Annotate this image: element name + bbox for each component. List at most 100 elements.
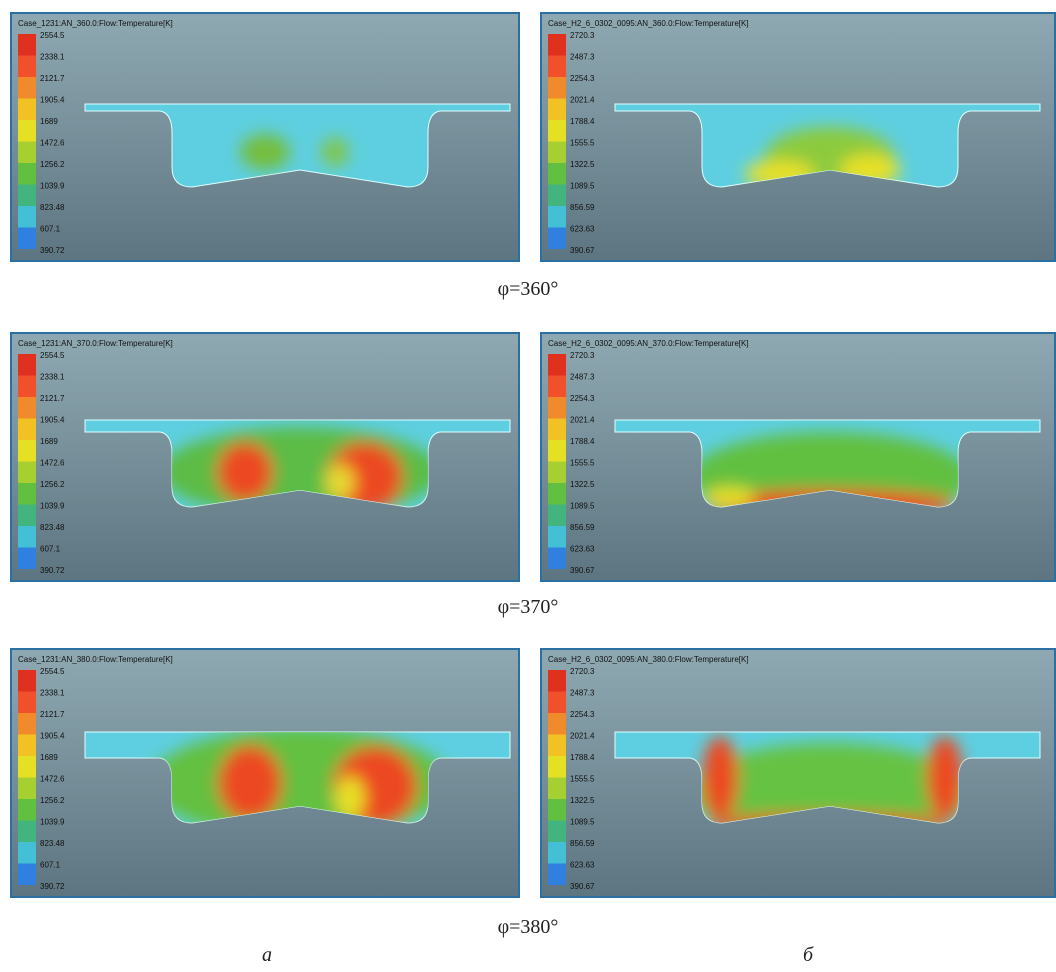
color-bar-segment — [548, 206, 566, 228]
hot-spot — [217, 442, 273, 502]
legend-label: 2554.5 — [40, 351, 65, 360]
hot-spot — [702, 736, 738, 820]
color-bar-segment — [18, 548, 36, 570]
column-label: б — [803, 944, 813, 967]
legend-label: 1322.5 — [570, 796, 595, 805]
color-bar-segment — [18, 778, 36, 800]
row-caption: φ=380° — [0, 916, 1056, 939]
legend-label: 1039.9 — [40, 818, 65, 827]
legend-label: 1089.5 — [570, 502, 595, 511]
hot-spot — [325, 464, 355, 500]
legend-label: 2487.3 — [570, 373, 595, 382]
legend-label: 1689 — [40, 117, 58, 126]
color-bar-segment — [548, 713, 566, 735]
color-bar-segment — [548, 670, 566, 692]
legend-label: 2554.5 — [40, 31, 65, 40]
legend-label: 2720.3 — [570, 667, 595, 676]
color-bar-segment — [548, 440, 566, 462]
hot-spot — [218, 745, 282, 821]
color-bar-segment — [18, 526, 36, 548]
color-bar-segment — [548, 692, 566, 714]
hot-spot — [240, 134, 290, 170]
color-bar-segment — [548, 419, 566, 441]
color-bar-segment — [548, 483, 566, 505]
color-bar-segment — [18, 376, 36, 398]
legend-label: 1472.6 — [40, 775, 65, 784]
legend-label: 2121.7 — [40, 710, 65, 719]
legend-label: 1089.5 — [570, 182, 595, 191]
legend-label: 1089.5 — [570, 818, 595, 827]
panel-title: Case_1231:AN_370.0:Flow:Temperature[K] — [18, 339, 173, 348]
color-bar-segment — [548, 228, 566, 250]
simulation-panel: Case_1231:AN_380.0:Flow:Temperature[K]25… — [10, 648, 520, 898]
color-bar-segment — [18, 440, 36, 462]
panel-title: Case_H2_6_0302_0095:AN_360.0:Flow:Temper… — [548, 19, 749, 28]
legend-label: 390.67 — [570, 246, 595, 255]
color-bar-segment — [18, 842, 36, 864]
legend-label: 623.63 — [570, 545, 595, 554]
legend-label: 856.59 — [570, 523, 595, 532]
legend-label: 2021.4 — [570, 416, 595, 425]
color-bar-segment — [18, 77, 36, 99]
color-bar-segment — [18, 56, 36, 78]
figure: Case_1231:AN_360.0:Flow:Temperature[K]25… — [0, 0, 1056, 972]
color-bar-segment — [18, 821, 36, 843]
legend-label: 1689 — [40, 437, 58, 446]
legend-label: 1555.5 — [570, 775, 595, 784]
legend-label: 1905.4 — [40, 96, 65, 105]
legend-label: 1689 — [40, 753, 58, 762]
legend-label: 823.48 — [40, 203, 65, 212]
hot-spot — [321, 137, 349, 167]
legend-label: 390.72 — [40, 566, 65, 575]
row-caption: φ=370° — [0, 596, 1056, 619]
legend-label: 1555.5 — [570, 139, 595, 148]
simulation-panel: Case_H2_6_0302_0095:AN_370.0:Flow:Temper… — [540, 332, 1056, 582]
color-bar-segment — [548, 185, 566, 207]
hot-spot — [927, 736, 963, 820]
legend-label: 390.72 — [40, 246, 65, 255]
legend-label: 2487.3 — [570, 689, 595, 698]
color-bar-segment — [18, 864, 36, 886]
color-bar-segment — [548, 142, 566, 164]
legend-label: 390.72 — [40, 882, 65, 891]
color-bar-segment — [18, 735, 36, 757]
color-bar-segment — [548, 56, 566, 78]
legend-label: 1472.6 — [40, 459, 65, 468]
legend-label: 1322.5 — [570, 480, 595, 489]
color-bar-segment — [548, 799, 566, 821]
legend-label: 2720.3 — [570, 351, 595, 360]
color-bar-segment — [548, 99, 566, 121]
color-bar-segment — [18, 163, 36, 185]
color-bar-segment — [18, 142, 36, 164]
legend-label: 2487.3 — [570, 53, 595, 62]
color-bar-segment — [18, 397, 36, 419]
simulation-panel: Case_1231:AN_360.0:Flow:Temperature[K]25… — [10, 12, 520, 262]
color-bar-segment — [18, 799, 36, 821]
color-bar-segment — [548, 354, 566, 376]
legend-label: 1039.9 — [40, 182, 65, 191]
legend-label: 823.48 — [40, 839, 65, 848]
color-bar-segment — [548, 842, 566, 864]
legend-label: 1555.5 — [570, 459, 595, 468]
color-bar-segment — [548, 376, 566, 398]
color-bar-segment — [548, 526, 566, 548]
color-bar-segment — [18, 120, 36, 142]
color-bar-segment — [18, 756, 36, 778]
legend-label: 2254.3 — [570, 74, 595, 83]
color-bar-segment — [548, 548, 566, 570]
legend-label: 390.67 — [570, 882, 595, 891]
legend-label: 1256.2 — [40, 480, 65, 489]
legend-label: 607.1 — [40, 545, 61, 554]
color-bar-segment — [548, 120, 566, 142]
color-bar-segment — [18, 505, 36, 527]
color-bar-segment — [548, 397, 566, 419]
legend-label: 2021.4 — [570, 96, 595, 105]
color-bar-segment — [18, 692, 36, 714]
color-bar-segment — [548, 756, 566, 778]
color-bar-segment — [548, 778, 566, 800]
legend-label: 607.1 — [40, 225, 61, 234]
color-bar-segment — [548, 462, 566, 484]
color-bar-segment — [18, 670, 36, 692]
legend-label: 1788.4 — [570, 753, 595, 762]
legend-label: 2338.1 — [40, 373, 65, 382]
